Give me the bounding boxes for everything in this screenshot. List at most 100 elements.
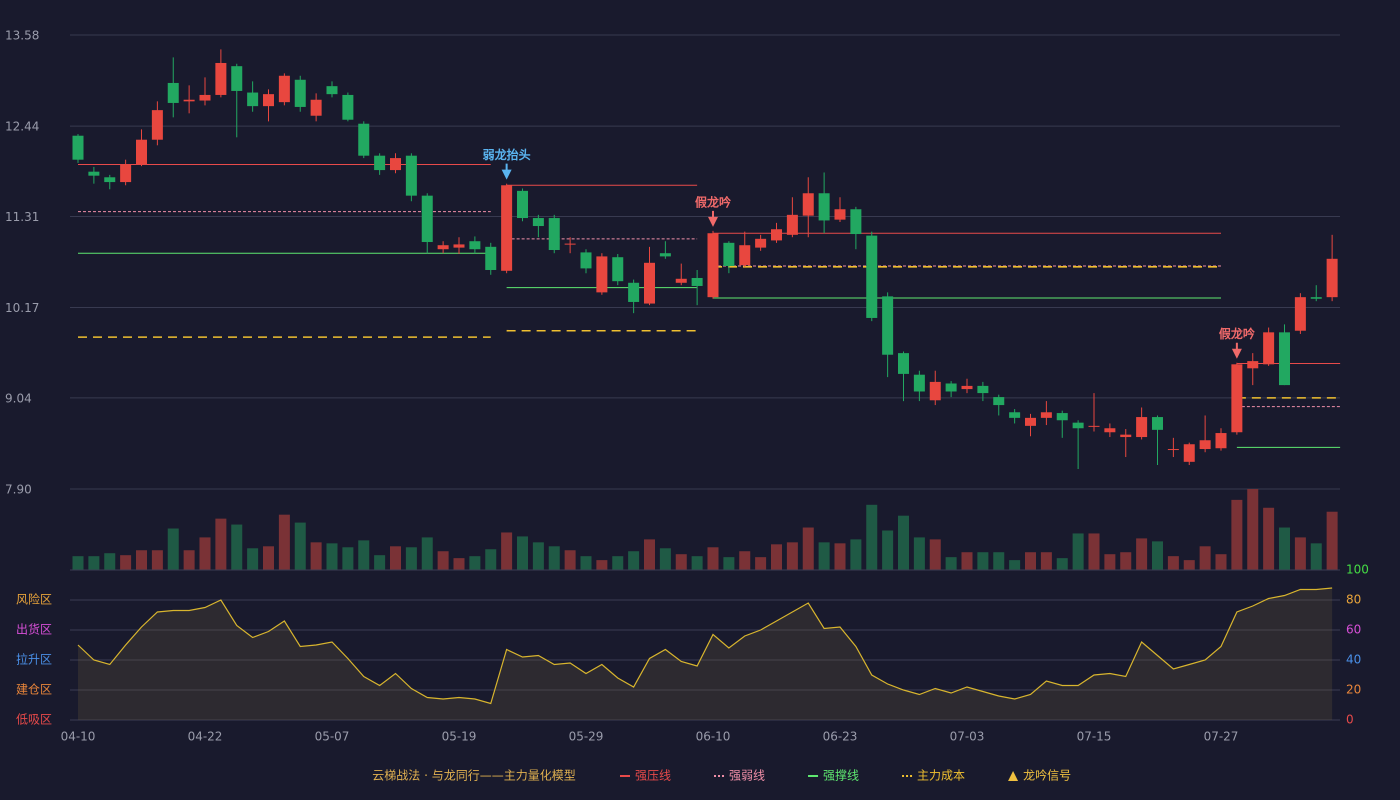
signal-label: 假龙吟	[1219, 326, 1255, 341]
candle-body	[1247, 361, 1259, 369]
candle-body	[771, 229, 782, 241]
candle-body	[1310, 297, 1322, 299]
candle-body	[675, 278, 687, 283]
volume-bar	[580, 556, 592, 570]
candle-body	[247, 92, 259, 107]
legend-label: 龙吟信号	[1023, 768, 1071, 783]
candle-body	[945, 383, 957, 392]
legend-label: 强弱线	[729, 769, 765, 783]
signal-arrow	[708, 210, 718, 227]
candle-body	[437, 245, 449, 250]
y2-tick-label: 80	[1346, 593, 1361, 607]
volume-bar	[136, 550, 147, 570]
candle-body	[580, 252, 592, 269]
volume-bar	[1088, 533, 1100, 570]
volume-bar	[739, 551, 751, 570]
volume-bar	[1183, 560, 1195, 570]
volume-bar	[929, 539, 941, 570]
volume-bar	[771, 544, 782, 570]
candle-body	[755, 238, 767, 248]
volume-bar	[358, 540, 370, 570]
candle-body	[898, 353, 909, 374]
signal-arrow	[1231, 342, 1242, 359]
candle-body	[739, 245, 751, 266]
volume-bar	[215, 518, 227, 570]
candle-body	[136, 139, 147, 165]
volume-bar	[1199, 546, 1211, 570]
indicator-area	[78, 588, 1333, 720]
volume-bar	[993, 552, 1005, 570]
candle-body	[1231, 364, 1243, 433]
x-tick-label: 04-10	[61, 730, 96, 744]
volume-bar	[1231, 499, 1243, 570]
volume-bar	[1152, 541, 1163, 570]
candle-body	[1056, 413, 1068, 421]
volume-bar	[1136, 538, 1148, 570]
signal-label: 弱龙抬头	[483, 147, 531, 162]
candle-body	[342, 94, 354, 120]
volume-bar	[310, 542, 322, 570]
volume-bar	[1072, 533, 1084, 570]
y2-tick-label: 20	[1346, 683, 1361, 697]
volume-bar	[421, 537, 433, 570]
candle-body	[961, 385, 973, 390]
volume-bar	[1294, 537, 1306, 570]
candle-body	[850, 209, 862, 235]
candle-body	[1263, 332, 1275, 365]
candle-body	[659, 253, 671, 257]
candle-body	[517, 190, 528, 219]
volume-bar	[517, 536, 528, 570]
candle-body	[532, 218, 544, 227]
candle-body	[358, 123, 370, 156]
volume-bar	[644, 539, 655, 570]
volume-bar	[231, 524, 243, 570]
x-tick-label: 04-22	[188, 730, 223, 744]
candle-body	[167, 82, 179, 103]
candle-body	[723, 242, 735, 266]
candle-body	[1088, 425, 1100, 427]
volume-bar	[532, 542, 544, 570]
candle-body	[294, 79, 306, 107]
x-tick-label: 05-07	[315, 730, 350, 744]
volume-bar	[437, 551, 449, 570]
volume-bar	[294, 522, 306, 570]
candle-body	[501, 185, 513, 271]
volume-bar	[1025, 552, 1036, 570]
volume-bar	[1326, 511, 1338, 570]
volume-bar	[1167, 556, 1179, 570]
candle-body	[596, 256, 608, 293]
y-tick-label: 12.44	[5, 120, 39, 134]
candle-body	[564, 243, 576, 245]
zone-label: 低吸区	[16, 713, 52, 727]
candle-body	[88, 171, 100, 176]
volume-bar	[691, 556, 703, 570]
candle-body	[834, 209, 846, 220]
candle-body	[421, 195, 433, 243]
volume-bar	[612, 556, 624, 570]
candle-body	[1167, 449, 1179, 451]
volume-bar	[1279, 527, 1290, 570]
candle-body	[929, 381, 941, 401]
volume-bar	[898, 515, 909, 570]
volume-bar	[786, 542, 798, 570]
candle-body	[374, 155, 386, 171]
legend-label: 强压线	[635, 769, 671, 783]
candle-body	[1072, 422, 1084, 429]
volume-bar	[1009, 560, 1021, 570]
volume-bar	[945, 557, 957, 570]
candle-body	[818, 193, 830, 221]
volume-bar	[453, 558, 465, 570]
candle-body	[183, 99, 195, 102]
volume-bar	[707, 547, 719, 570]
volume-bar	[72, 556, 84, 570]
candle-body	[1120, 434, 1132, 438]
candle-body	[993, 397, 1005, 406]
volume-bar	[961, 552, 973, 570]
candle-body	[1040, 412, 1052, 418]
candle-body	[326, 86, 338, 95]
candle-body	[263, 94, 274, 107]
candle-body	[786, 214, 798, 235]
volume-bar	[1040, 552, 1052, 570]
volume-bar	[167, 528, 179, 570]
zone-label: 建仓区	[16, 683, 52, 697]
